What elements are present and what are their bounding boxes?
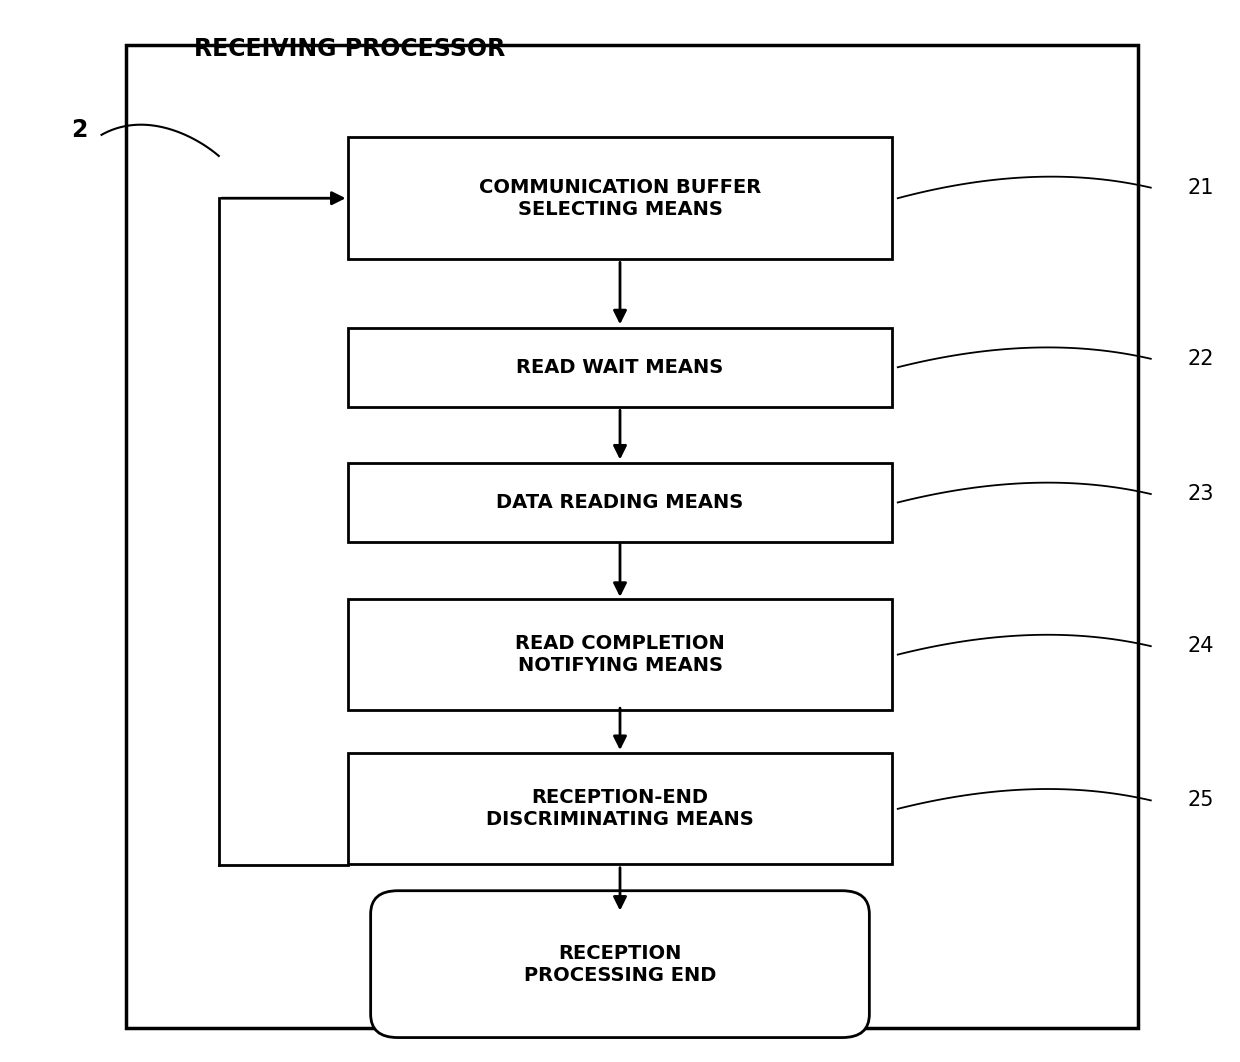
Text: READ WAIT MEANS: READ WAIT MEANS xyxy=(516,358,724,377)
Text: 24: 24 xyxy=(1188,636,1214,656)
Bar xyxy=(348,463,892,542)
Text: READ COMPLETION
NOTIFYING MEANS: READ COMPLETION NOTIFYING MEANS xyxy=(515,634,725,675)
Bar xyxy=(348,137,892,259)
Text: 21: 21 xyxy=(1188,177,1214,198)
Bar xyxy=(348,328,892,407)
Text: 2: 2 xyxy=(71,118,87,141)
Text: 23: 23 xyxy=(1188,484,1214,504)
Bar xyxy=(348,753,892,864)
Text: 25: 25 xyxy=(1188,790,1214,810)
Text: COMMUNICATION BUFFER
SELECTING MEANS: COMMUNICATION BUFFER SELECTING MEANS xyxy=(479,177,761,219)
Text: RECEIVING PROCESSOR: RECEIVING PROCESSOR xyxy=(195,37,506,61)
FancyBboxPatch shape xyxy=(371,891,869,1038)
Text: RECEPTION
PROCESSING END: RECEPTION PROCESSING END xyxy=(523,944,717,984)
Text: RECEPTION-END
DISCRIMINATING MEANS: RECEPTION-END DISCRIMINATING MEANS xyxy=(486,788,754,829)
FancyBboxPatch shape xyxy=(126,45,1138,1028)
Text: DATA READING MEANS: DATA READING MEANS xyxy=(496,493,744,512)
Bar xyxy=(348,599,892,710)
Text: 22: 22 xyxy=(1188,348,1214,369)
